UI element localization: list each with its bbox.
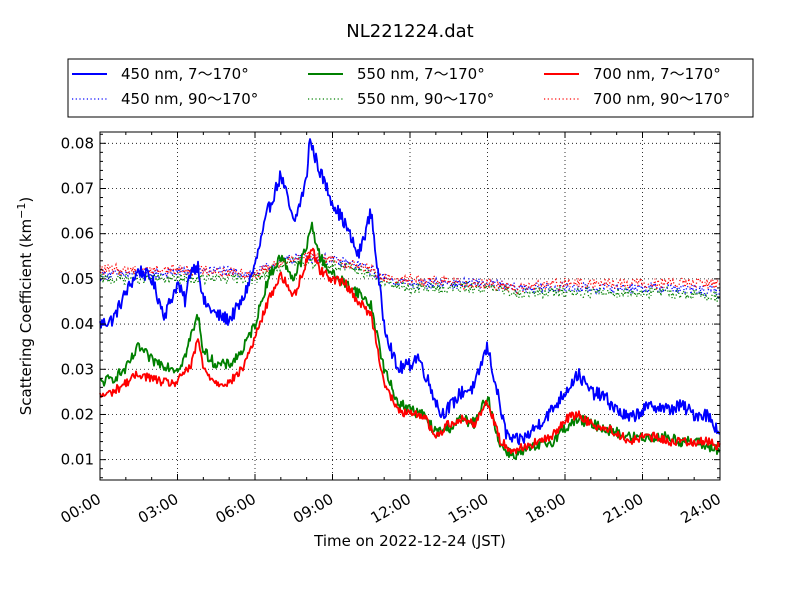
series-line-2 (99, 249, 721, 299)
y-axis-label-unit-exponent: −1 (15, 203, 28, 219)
legend-label-4: 550 nm, 90～170° (357, 90, 494, 108)
y-tick-label: 0.04 (61, 315, 94, 333)
y-tick-label: 0.08 (61, 134, 94, 152)
y-axis: 0.01 0.02 0.03 0.04 0.05 0.06 0.07 0.08 (61, 133, 720, 479)
series-line-5 (99, 247, 721, 455)
legend-label-2: 450 nm, 90～170° (121, 90, 258, 108)
y-axis-label: Scattering Coefficient (km−1) (15, 197, 35, 416)
series-line-1 (99, 138, 721, 446)
legend-box (67, 58, 754, 118)
legend: 450 nm, 7～170° 450 nm, 90～170° 550 nm, 7～1… (67, 58, 754, 118)
y-tick-label: 0.02 (61, 405, 94, 423)
legend-label-1: 450 nm, 7～170° (121, 65, 249, 83)
y-tick-label: 0.01 (61, 451, 94, 469)
x-axis-label: Time on 2022-12-24 (JST) (313, 532, 506, 550)
y-tick-label: 0.05 (61, 270, 94, 288)
chart-title: NL221224.dat (346, 21, 473, 42)
y-axis-label-main: Scattering Coefficient (km (17, 219, 35, 415)
y-axis-label-close: ) (17, 197, 35, 203)
legend-label-6: 700 nm, 90～170° (593, 90, 730, 108)
series-layer (99, 138, 721, 461)
series-line-6 (99, 248, 721, 295)
y-tick-label: 0.07 (61, 179, 94, 197)
legend-label-5: 700 nm, 7～170° (593, 65, 721, 83)
grid-lines (100, 132, 720, 480)
y-tick-label: 0.06 (61, 225, 94, 243)
legend-label-3: 550 nm, 7～170° (357, 65, 485, 83)
y-tick-label: 0.03 (61, 360, 94, 378)
series-line-3 (99, 221, 721, 461)
